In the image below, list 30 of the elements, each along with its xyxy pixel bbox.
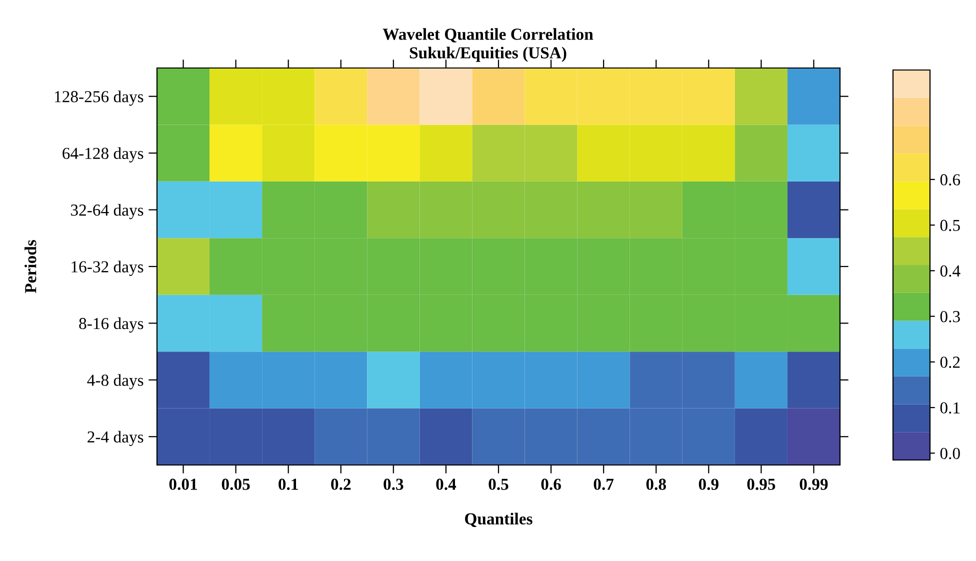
x-tick-label: 0.95 <box>747 478 776 490</box>
color-bar-label: 0.0 <box>940 448 960 460</box>
x-axis-title: Quantiles <box>465 512 532 528</box>
x-tick-label: 0.01 <box>169 478 197 490</box>
color-bar-label: 0.4 <box>940 265 960 277</box>
y-tick-label: 64-128 days <box>62 147 144 162</box>
color-bar-label: 0.5 <box>940 220 960 232</box>
y-tick-label: 2-4 days <box>88 430 144 446</box>
x-tick-label: 0.1 <box>278 478 298 490</box>
color-bar-label: 0.2 <box>940 356 960 368</box>
x-tick-label: 0.4 <box>436 478 456 490</box>
x-tick-label: 0.99 <box>800 478 828 490</box>
y-tick-label: 8-16 days <box>79 317 144 333</box>
y-tick-label: 4-8 days <box>87 374 144 390</box>
x-tick-label: 0.8 <box>646 478 666 490</box>
x-tick-label: 0.7 <box>594 478 614 490</box>
x-tick-label: 0.2 <box>331 478 351 490</box>
y-tick-label: 32-64 days <box>71 204 144 220</box>
x-tick-label: 0.3 <box>384 478 404 490</box>
x-tick-label: 0.5 <box>488 478 508 490</box>
x-tick-label: 0.05 <box>222 478 250 490</box>
chart-title: Wavelet Quantile Correlation Sukuk/Equities (USA) <box>382 28 594 62</box>
y-tick-label: 128-256 days <box>55 90 144 106</box>
y-axis-title: Periods <box>24 240 36 294</box>
x-tick-label: 0.9 <box>698 478 718 490</box>
color-bar-label: 0.6 <box>940 174 960 186</box>
color-bar-label: 0.1 <box>940 402 960 414</box>
y-tick-label: 16-32 days <box>72 260 144 276</box>
x-tick-label: 0.6 <box>541 478 561 490</box>
color-bar-label: 0.3 <box>940 311 960 322</box>
